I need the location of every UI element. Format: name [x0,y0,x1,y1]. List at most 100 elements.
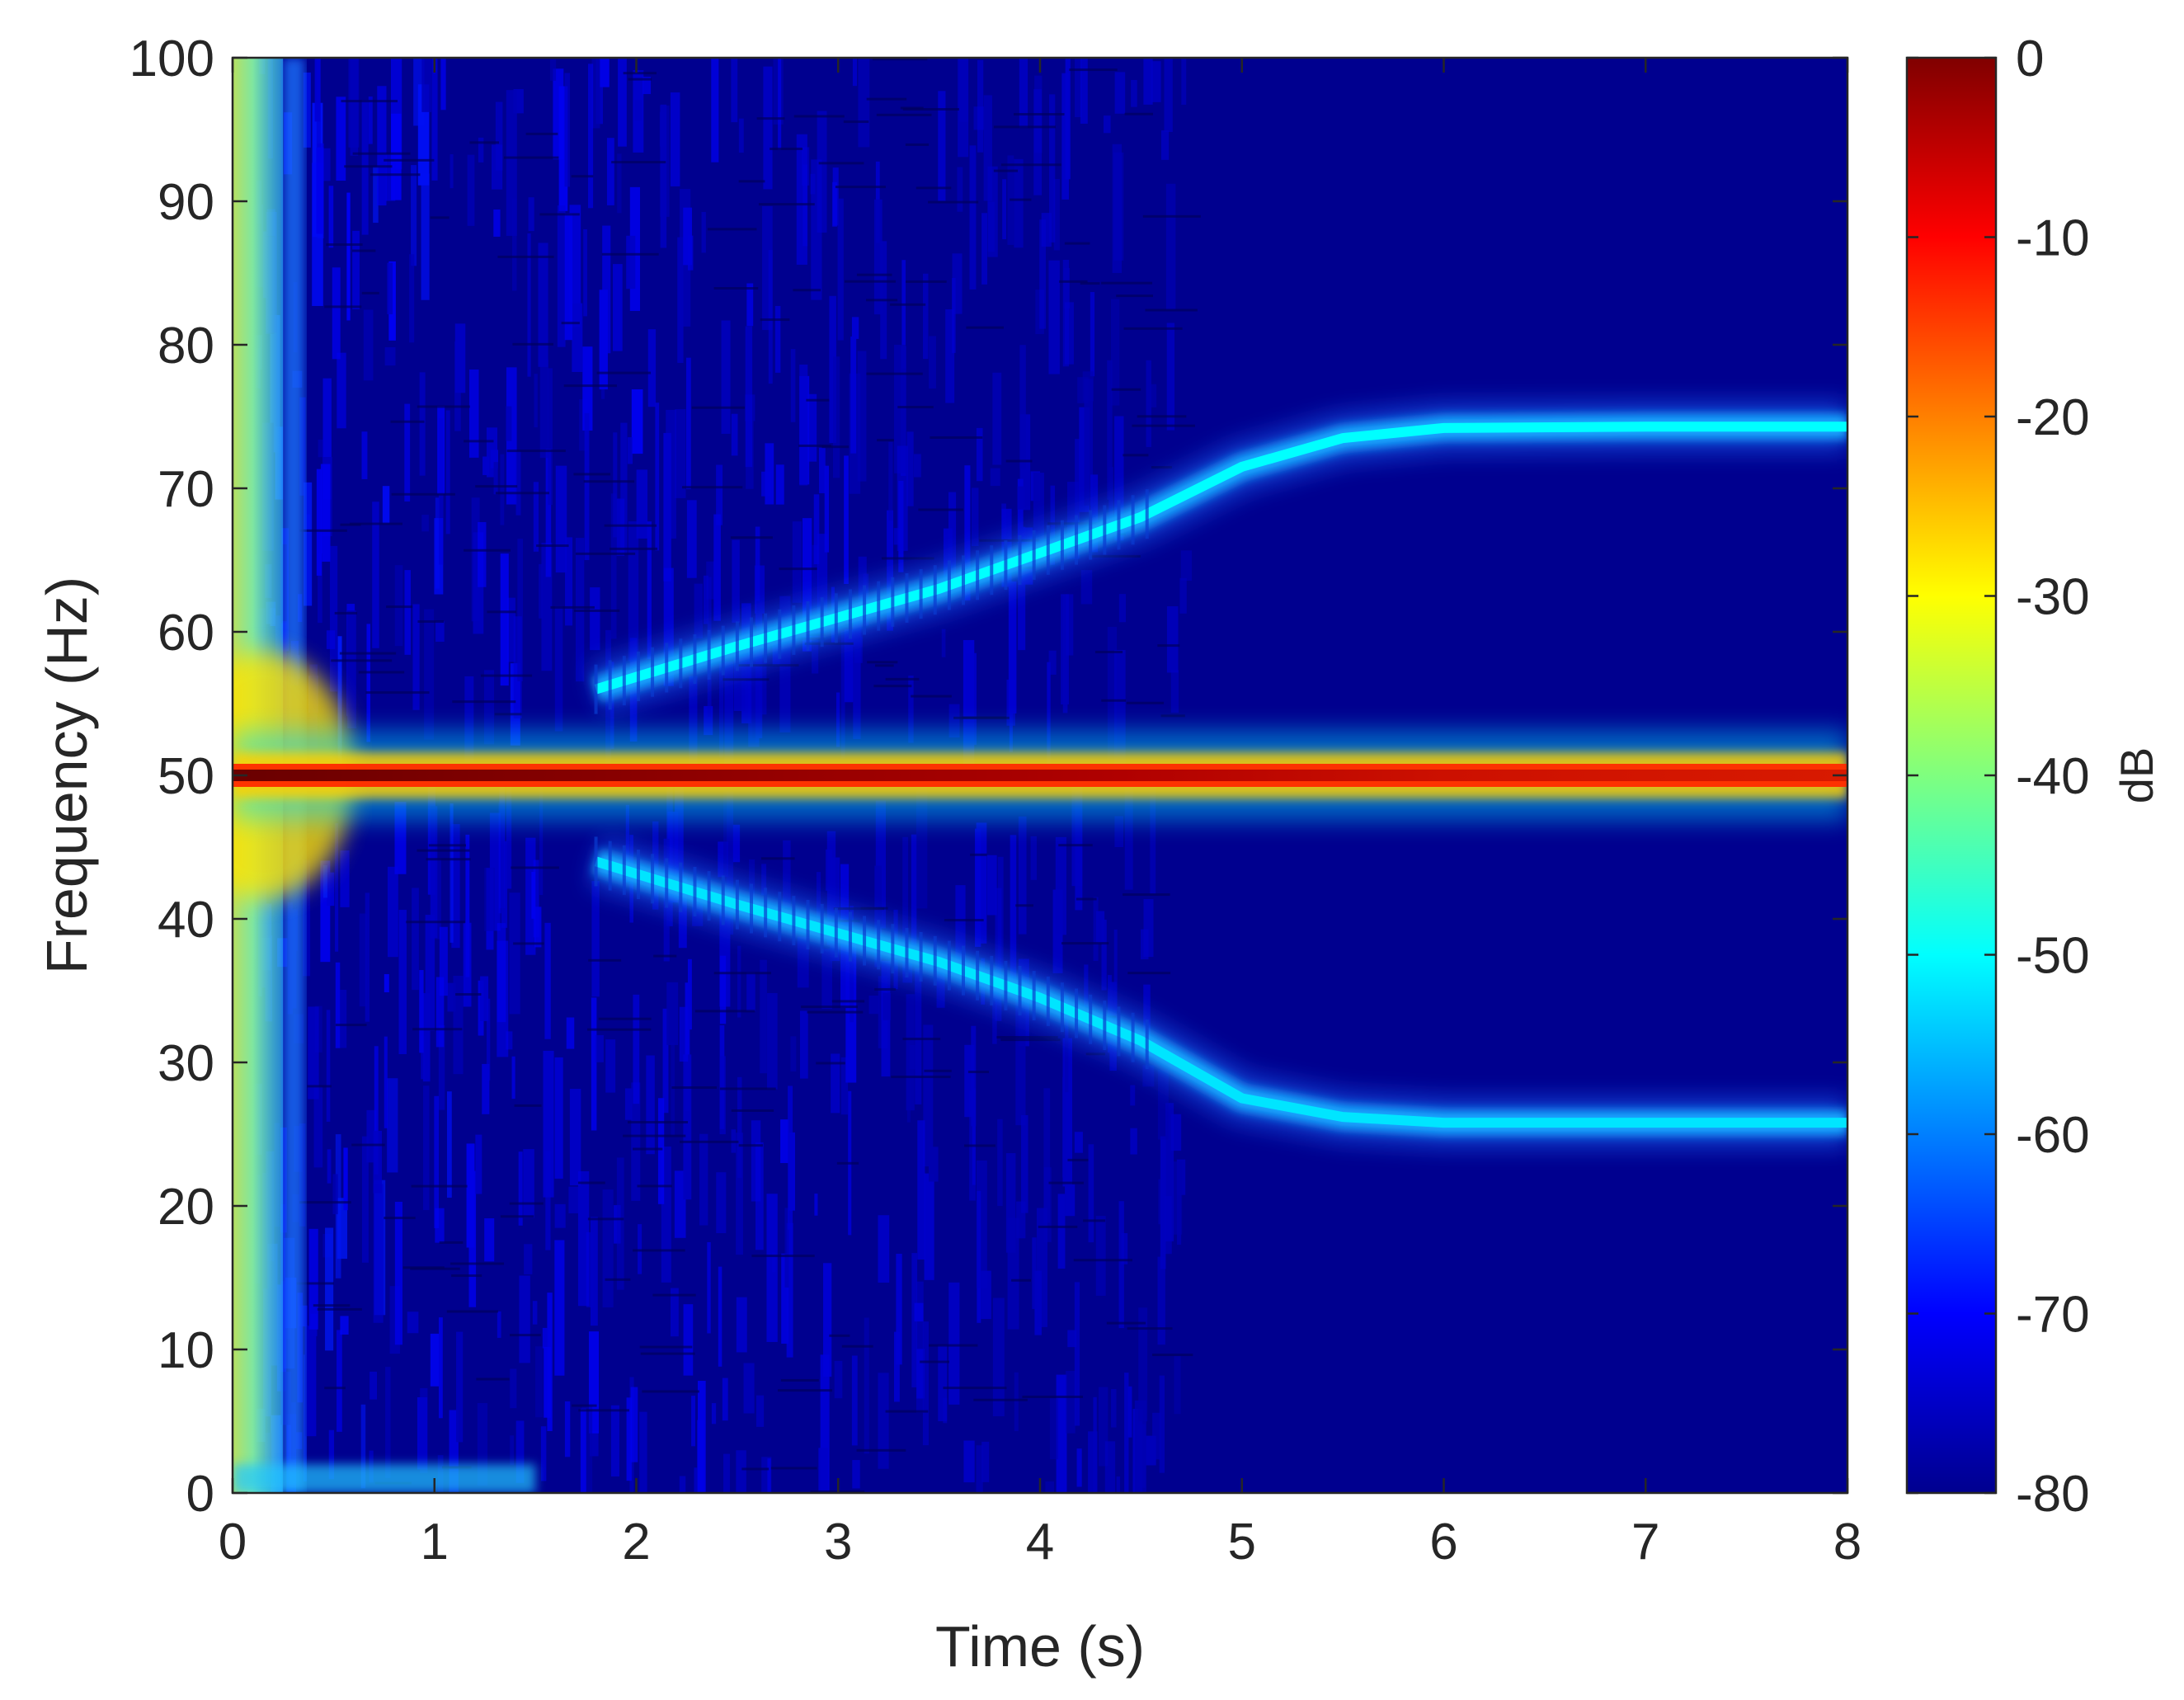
noise-streak [554,1203,566,1228]
lower-sideband-striation [1046,976,1050,1026]
noise-streak [335,962,341,1048]
noise-streak [1180,550,1193,582]
lower-sideband-striation [834,907,838,958]
noise-streak [792,521,802,603]
noise-striation [588,958,622,962]
noise-streak [582,346,593,431]
y-tick-label: 100 [129,31,214,87]
noise-striation [1064,242,1090,245]
noise-streak [554,1240,565,1376]
noise-streak [1088,1431,1098,1493]
noise-streak [327,872,335,907]
noise-streak [545,449,552,577]
noise-streak [600,58,610,87]
noise-streak [1166,323,1175,431]
noise-streak [346,192,351,321]
noise-streak [893,1331,900,1402]
noise-streak [698,1381,706,1492]
noise-streak [602,1189,614,1308]
noise-streak [434,1095,440,1228]
upper-sideband-striation [891,577,895,627]
noise-streak [990,468,1000,487]
noise-streak [888,441,893,521]
noise-streak [412,888,419,991]
noise-streak [577,1170,590,1307]
noise-streak [519,1275,530,1363]
noise-striation [713,972,771,975]
noise-streak [617,153,622,214]
noise-streak [483,670,495,745]
noise-streak [1055,836,1066,935]
noise-striation [296,1282,334,1285]
noise-striation [1059,280,1088,283]
noise-striation [867,661,898,664]
noise-streak [817,111,827,233]
lower-sideband-striation [947,940,951,991]
noise-streak [482,456,490,475]
lower-sideband-striation [622,845,626,895]
noise-streak [901,260,906,369]
noise-streak [639,1411,647,1493]
noise-striation [299,529,347,532]
noise-striation [856,273,892,276]
noise-streak [1150,765,1156,894]
noise-streak [493,462,498,495]
noise-streak [948,492,957,576]
noise-striation [793,289,821,292]
noise-striation [1000,1038,1061,1042]
lower-sideband-striation [665,858,669,908]
noise-striation [1090,554,1141,558]
noise-striation [452,700,516,704]
noise-streak [1075,771,1083,911]
noise-streak [610,1405,619,1477]
noise-streak [369,1371,378,1400]
noise-striation [1011,1279,1031,1282]
noise-striation [623,72,657,75]
noise-streak [835,692,840,747]
noise-striation [929,1344,978,1347]
noise-streak [439,926,448,996]
noise-striation [299,1201,351,1204]
noise-streak [894,345,906,473]
noise-streak [914,1302,924,1322]
upper-sideband-striation [1004,540,1008,591]
noise-striation [575,552,636,555]
noise-streak [316,147,324,234]
noise-streak [451,824,460,949]
noise-streak [1065,995,1069,1093]
noise-streak [422,993,431,1082]
noise-streak [746,972,755,1011]
noise-striation [1132,424,1195,427]
noise-striation [902,1038,941,1041]
noise-streak [713,514,721,621]
noise-streak [679,1006,689,1062]
noise-streak [449,1410,459,1493]
noise-striation [573,473,610,476]
noise-streak [373,167,379,224]
noise-streak [303,72,311,148]
noise-striation [770,1467,817,1470]
upper-sideband-striation [848,589,852,639]
noise-striation [640,1352,695,1355]
noise-streak [647,329,657,407]
noise-striation [1014,113,1065,116]
noise-streak [736,1133,743,1255]
upper-sideband-striation [764,613,768,663]
upper-sideband-striation [622,656,626,706]
noise-streak [1118,1201,1124,1329]
noise-streak [440,58,446,111]
noise-striation [430,216,450,219]
noise-striation [1015,904,1033,907]
noise-striation [509,1202,544,1205]
noise-streak [906,431,914,506]
noise-streak [464,676,474,762]
noise-streak [642,77,652,95]
noise-streak [902,836,909,975]
noise-streak [1095,1216,1106,1296]
noise-streak [873,199,883,315]
noise-streak [510,1368,517,1409]
noise-streak [711,58,719,162]
noise-streak [766,1194,778,1342]
noise-streak [348,58,360,148]
upper-sideband-striation [933,565,937,615]
